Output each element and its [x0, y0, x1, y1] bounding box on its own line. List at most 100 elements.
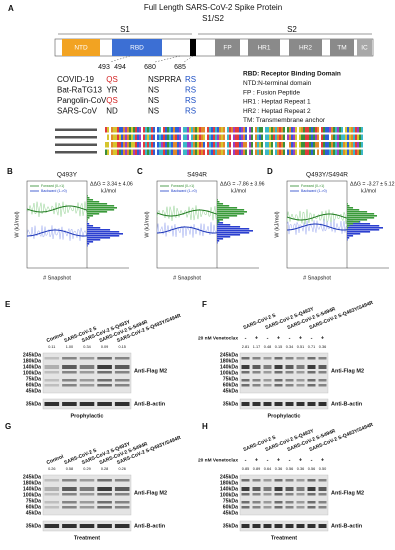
- alignment-cell: [251, 142, 253, 148]
- treatment-sign: +: [299, 335, 302, 341]
- hist-bar: [347, 209, 360, 211]
- alignment-cell: [165, 149, 167, 155]
- variant-site: NS: [148, 96, 159, 105]
- alignment-cell: [333, 149, 335, 155]
- alignment-cell: [137, 134, 139, 140]
- sequence-name: [55, 143, 97, 146]
- alignment-cell: [319, 149, 321, 155]
- alignment-cell: [311, 134, 313, 140]
- alignment-cell: [299, 127, 301, 133]
- alignment-cell: [343, 142, 345, 148]
- alignment-cell: [233, 142, 235, 148]
- alignment-cell: [345, 142, 347, 148]
- alignment-cell: [285, 127, 287, 133]
- ratio-label: 0.36: [297, 467, 304, 471]
- marker-label: 245kDa: [220, 352, 238, 358]
- variant-name: Bat-RaTG13: [57, 86, 102, 95]
- antibody-label: Anti-Flag M2: [331, 368, 364, 374]
- alignment-cell: [281, 149, 283, 155]
- alignment-cell: [309, 127, 311, 133]
- alignment-cell: [201, 134, 203, 140]
- band: [307, 501, 316, 504]
- band: [241, 371, 250, 374]
- alignment-cell: [149, 134, 151, 140]
- treatment-sign: -: [267, 457, 269, 463]
- band: [252, 371, 261, 374]
- alignment-cell: [145, 134, 147, 140]
- alignment-cell: [119, 142, 121, 148]
- hist-bar: [217, 218, 218, 220]
- alignment-cell: [155, 134, 157, 140]
- band: [62, 371, 77, 374]
- band: [263, 524, 272, 528]
- band: [62, 379, 77, 382]
- ratio-label: 0.15: [275, 345, 282, 349]
- alignment-cell: [187, 142, 189, 148]
- band: [252, 379, 261, 382]
- band: [285, 524, 294, 528]
- alignment-cell: [361, 134, 363, 140]
- band: [79, 493, 95, 496]
- energy-annotation: kJ/mol: [231, 188, 246, 194]
- alignment-cell: [267, 134, 269, 140]
- alignment-cell: [301, 149, 303, 155]
- alignment-cell: [237, 134, 239, 140]
- alignment-cell: [289, 149, 291, 155]
- alignment-cell: [265, 134, 267, 140]
- hist-bar: [217, 238, 224, 240]
- domain-box: [248, 39, 280, 56]
- ratio-label: 0.28: [101, 467, 108, 471]
- band: [114, 506, 130, 509]
- alignment-cell: [169, 127, 171, 133]
- alignment-cell: [341, 127, 343, 133]
- alignment-cell: [115, 134, 117, 140]
- condition-label: Prophylactic: [70, 413, 103, 419]
- alignment-cell: [231, 127, 233, 133]
- alignment-cell: [261, 149, 263, 155]
- ratio-label: 0.34: [286, 345, 293, 349]
- alignment-cell: [137, 127, 139, 133]
- band: [44, 524, 60, 528]
- alignment-cell: [325, 127, 327, 133]
- panel-letter: H: [202, 422, 208, 431]
- band: [285, 493, 294, 496]
- marker-label: 245kDa: [23, 474, 41, 480]
- panel-letter: G: [5, 422, 11, 431]
- band: [62, 501, 77, 504]
- domain-label: HR1: [257, 45, 270, 52]
- alignment-cell: [201, 127, 203, 133]
- alignment-cell: [133, 149, 135, 155]
- alignment-cell: [233, 134, 235, 140]
- hist-bar: [347, 235, 354, 237]
- alignment-cell: [311, 149, 313, 155]
- alignment-cell: [293, 142, 295, 148]
- band: [114, 493, 130, 496]
- band: [114, 479, 130, 482]
- panel-letter: A: [8, 4, 14, 13]
- treatment-sign: -: [289, 457, 291, 463]
- alignment-cell: [273, 127, 275, 133]
- alignment-cell: [161, 134, 163, 140]
- band: [252, 501, 261, 504]
- alignment-cell: [219, 134, 221, 140]
- alignment-cell: [211, 149, 213, 155]
- band: [285, 365, 294, 369]
- hist-bar: [217, 220, 220, 222]
- domain-label: TM: [337, 45, 346, 52]
- alignment-cell: [363, 142, 365, 148]
- alignment-cell: [167, 134, 169, 140]
- alignment-cell: [141, 149, 143, 155]
- alignment-cell: [235, 127, 237, 133]
- hist-bar: [217, 211, 247, 213]
- alignment-cell: [347, 127, 349, 133]
- alignment-cell: [215, 149, 217, 155]
- alignment-cell: [225, 149, 227, 155]
- alignment-cell: [335, 134, 337, 140]
- alignment-cell: [353, 142, 355, 148]
- alignment-cell: [223, 134, 225, 140]
- alignment-cell: [255, 142, 257, 148]
- band: [296, 501, 305, 504]
- alignment-cell: [105, 142, 107, 148]
- alignment-cell: [135, 127, 137, 133]
- energy-annotation: kJ/mol: [361, 188, 376, 194]
